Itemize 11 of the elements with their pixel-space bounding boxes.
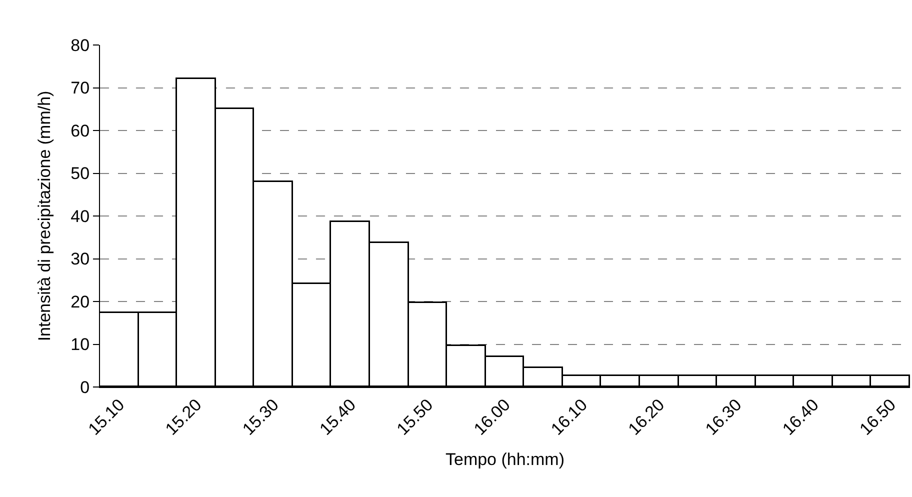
y-tick-label: 50	[70, 164, 90, 184]
y-axis-title: Intensità di precipitazione (mm/h)	[35, 90, 54, 342]
y-tick-label: 0	[80, 378, 90, 397]
y-tick-label: 30	[70, 250, 90, 269]
x-axis-title: Tempo (hh:mm)	[445, 450, 565, 470]
y-tick-label: 40	[70, 206, 90, 226]
y-tick-label: 10	[70, 335, 90, 354]
y-tick-label: 80	[70, 36, 90, 55]
y-tick-label: 20	[70, 292, 90, 312]
y-tick-label: 60	[70, 121, 90, 140]
y-tick-label: 70	[70, 78, 90, 98]
